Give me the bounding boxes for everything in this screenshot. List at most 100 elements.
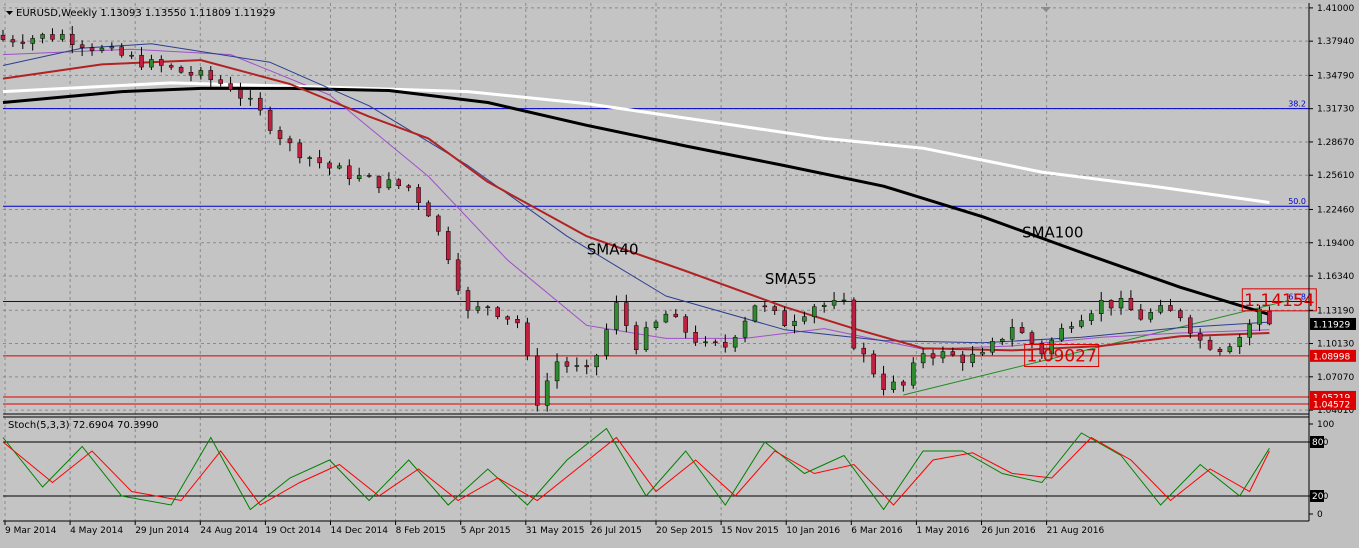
moving-average-line: [2, 81, 1270, 204]
candle-body: [119, 46, 124, 56]
price-box-label: 1.09027: [1026, 347, 1096, 367]
candle-body: [436, 215, 441, 232]
candle-body: [1217, 348, 1223, 353]
candle-body: [1207, 339, 1213, 350]
candle-body: [920, 353, 926, 364]
candle-body: [1128, 298, 1134, 311]
candle-body: [198, 70, 204, 76]
candle-body: [475, 306, 481, 311]
candle-body: [633, 325, 639, 350]
shift-marker-icon[interactable]: [1041, 7, 1051, 12]
candle-body: [267, 109, 273, 131]
price-tick-label: 1.31730: [1317, 105, 1354, 115]
candle-body: [604, 329, 609, 356]
axis-price-tag: [1310, 349, 1356, 362]
symbol-info: EURUSD,Weekly 1.13093 1.13550 1.11809 1.…: [16, 8, 275, 19]
candle-body: [327, 162, 332, 169]
candle-body: [901, 381, 906, 386]
candle-body: [218, 79, 223, 84]
candle-body: [871, 353, 876, 375]
candle-body: [515, 318, 520, 324]
candle-body: [455, 259, 461, 291]
trendline-layer[interactable]: [903, 299, 1290, 396]
candle-body: [525, 322, 530, 357]
candle-body: [970, 353, 975, 363]
price-tick-label: 1.04010: [1317, 406, 1354, 416]
candle-body: [0, 34, 6, 40]
candle-body: [792, 320, 797, 326]
moving-average-line: [2, 48, 1270, 350]
stoch-line: [2, 436, 1270, 506]
axis-price-tag: [1310, 317, 1356, 330]
candle-body: [821, 304, 827, 307]
grid: [3, 3, 1309, 521]
candle-body: [564, 361, 570, 367]
candle-body: [1029, 332, 1035, 344]
candle-body: [386, 179, 392, 189]
stoch-tick-label: 100: [1317, 420, 1334, 430]
candle-body: [1257, 308, 1262, 325]
candle-body: [643, 327, 649, 350]
support-trendline[interactable]: [903, 299, 1290, 396]
price-tick-label: 1.28670: [1317, 138, 1354, 148]
candle-body: [426, 202, 431, 217]
date-tick-label: 29 Jun 2014: [135, 526, 189, 536]
candle-body: [1168, 305, 1173, 311]
candle-body: [445, 231, 451, 261]
candle-body: [673, 313, 679, 317]
candle-body: [841, 299, 847, 302]
candle-body: [990, 341, 995, 353]
candle-body: [277, 130, 283, 140]
candle-body: [1019, 327, 1025, 333]
collapse-triangle-icon[interactable]: [6, 11, 13, 15]
fib-level-label: 38.2: [1288, 100, 1306, 109]
price-tick-label: 1.41000: [1317, 4, 1354, 14]
candle-body: [257, 97, 263, 111]
price-box[interactable]: [1024, 344, 1100, 368]
stoch-level-tag-label: 80: [1312, 438, 1324, 448]
candle-body: [891, 381, 896, 390]
candles: [0, 26, 1272, 412]
candle-body: [159, 59, 164, 66]
candle-body: [60, 34, 65, 40]
candle-body: [376, 176, 382, 189]
candle-body: [802, 316, 807, 322]
stochastic-lines: [2, 427, 1270, 511]
moving-average-line: [2, 86, 1270, 316]
candle-body: [287, 138, 293, 144]
sma-annotation: SMA55: [765, 270, 817, 288]
candle-body: [812, 306, 817, 317]
candle-body: [1039, 343, 1045, 355]
stoch-level-tag: [1310, 490, 1324, 502]
candle-body: [406, 185, 411, 188]
price-tick-label: 1.16340: [1317, 272, 1354, 282]
date-tick-label: 10 Jan 2016: [786, 526, 840, 536]
candle-body: [1227, 346, 1233, 353]
moving-averages: [2, 43, 1270, 352]
price-box[interactable]: [1241, 288, 1317, 312]
date-tick-label: 5 Apr 2015: [461, 526, 511, 536]
candle-body: [831, 300, 837, 306]
candle-body: [188, 72, 194, 76]
candle-body: [396, 179, 402, 186]
candle-body: [782, 310, 787, 326]
candle-body: [99, 47, 105, 51]
candle-body: [693, 332, 698, 343]
annotations: SMA40 SMA55 SMA100 1.14154 1.09027: [587, 223, 1317, 368]
candle-body: [554, 361, 560, 382]
candle-body: [89, 47, 95, 51]
date-tick-label: 9 Mar 2014: [5, 526, 57, 536]
stoch-tick-label: 0: [1317, 510, 1323, 520]
candle-body: [1049, 339, 1055, 355]
candle-body: [653, 321, 659, 328]
stoch-level-tag: [1310, 436, 1324, 448]
stoch-level-tag-label: 20: [1312, 492, 1324, 502]
date-tick-label: 1 May 2016: [916, 526, 969, 536]
candle-body: [109, 46, 115, 49]
fib-level-label: 50.0: [1288, 197, 1306, 206]
candle-body: [772, 306, 777, 311]
candle-body: [139, 54, 144, 68]
price-box-label: 1.14154: [1244, 291, 1314, 311]
candle-body: [70, 34, 75, 46]
